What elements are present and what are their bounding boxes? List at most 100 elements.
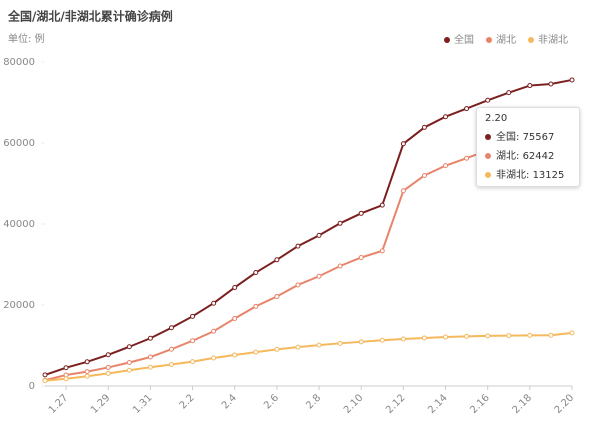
- point: [168, 362, 174, 368]
- point: [190, 338, 196, 344]
- point: [295, 344, 301, 350]
- point: [443, 334, 449, 340]
- x-tick-label: 2.18: [511, 392, 535, 416]
- x-tick-label: 2.10: [342, 392, 366, 416]
- tooltip-name: 非湖北: [496, 170, 533, 181]
- point: [337, 340, 343, 346]
- point: [190, 359, 196, 365]
- point: [274, 257, 280, 263]
- tooltip-name: 全国: [496, 132, 523, 143]
- point: [105, 364, 111, 370]
- point: [421, 124, 427, 130]
- point: [274, 293, 280, 299]
- chart-title: 全国/湖北/非湖北累计确诊病例: [7, 9, 173, 24]
- point: [464, 155, 470, 161]
- y-tick-label: 20000: [3, 300, 35, 311]
- point: [126, 344, 132, 350]
- point: [337, 263, 343, 269]
- chart-subtitle: 单位: 例: [8, 32, 45, 45]
- point: [211, 328, 217, 334]
- x-tick-label: 2.2: [178, 392, 197, 411]
- point: [105, 352, 111, 358]
- point: [63, 376, 69, 382]
- point: [63, 365, 69, 371]
- point: [211, 355, 217, 361]
- x-tick-label: 2.14: [426, 392, 450, 416]
- x-tick-label: 2.20: [553, 392, 577, 416]
- y-tick-label: 40000: [3, 219, 35, 230]
- point: [126, 359, 132, 365]
- x-tick-label: 2.6: [262, 392, 281, 411]
- x-tick-label: 1.27: [47, 392, 71, 416]
- tooltip-value: 13125: [532, 170, 565, 181]
- point: [400, 141, 406, 147]
- point: [232, 315, 238, 321]
- point: [190, 313, 196, 319]
- point: [485, 97, 491, 103]
- tooltip-dot: [485, 153, 491, 159]
- point: [548, 332, 554, 338]
- series-line: [44, 331, 573, 382]
- point: [253, 349, 259, 355]
- point: [506, 90, 512, 96]
- point: [168, 346, 174, 352]
- point: [274, 346, 280, 352]
- point: [126, 367, 132, 373]
- x-tick-label: 1.31: [131, 392, 155, 416]
- point: [421, 335, 427, 341]
- tooltip-title: 2.20: [485, 113, 508, 124]
- legend-label[interactable]: 非湖北: [538, 34, 568, 46]
- point: [168, 325, 174, 331]
- point: [147, 335, 153, 341]
- series-line: [44, 78, 573, 376]
- tooltip-row: 全国75567: [485, 128, 571, 143]
- point: [253, 270, 259, 276]
- y-tick-label: 60000: [3, 138, 35, 149]
- point: [443, 114, 449, 120]
- point: [569, 330, 575, 336]
- point: [316, 342, 322, 348]
- legend-label[interactable]: 湖北: [496, 34, 516, 46]
- legend-label[interactable]: 全国: [454, 33, 474, 46]
- point: [527, 332, 533, 338]
- tooltip-row: 湖北62442: [485, 147, 571, 162]
- point: [337, 220, 343, 226]
- point: [464, 333, 470, 339]
- point: [527, 83, 533, 89]
- point: [295, 243, 301, 249]
- point: [421, 172, 427, 178]
- tooltip-value: 62442: [522, 151, 555, 162]
- tooltip-dot: [485, 134, 491, 140]
- point: [42, 372, 48, 378]
- point: [84, 359, 90, 365]
- y-tick-label: 80000: [3, 57, 35, 68]
- point: [253, 303, 259, 309]
- point: [464, 106, 470, 112]
- point: [42, 378, 48, 384]
- point: [84, 369, 90, 375]
- point: [379, 337, 385, 343]
- point: [211, 300, 217, 306]
- point: [147, 354, 153, 360]
- tooltip-dot: [485, 172, 491, 178]
- point: [295, 282, 301, 288]
- y-tick-label: 0: [29, 381, 35, 392]
- x-tick-label: 2.8: [304, 392, 323, 411]
- x-tick-label: 2.16: [468, 392, 492, 416]
- point: [316, 232, 322, 238]
- point: [316, 273, 322, 279]
- tooltip-name: 湖北: [496, 151, 523, 162]
- point: [548, 81, 554, 87]
- point: [443, 163, 449, 169]
- point: [485, 333, 491, 339]
- legend-dot: [486, 37, 492, 43]
- legend-dot: [528, 37, 534, 43]
- tooltip-row: 非湖北13125: [485, 166, 571, 181]
- point: [147, 364, 153, 370]
- point: [232, 284, 238, 290]
- tooltip: 2.20 全国75567 湖北62442 非湖北13125: [476, 107, 580, 187]
- point: [232, 352, 238, 358]
- point: [379, 202, 385, 208]
